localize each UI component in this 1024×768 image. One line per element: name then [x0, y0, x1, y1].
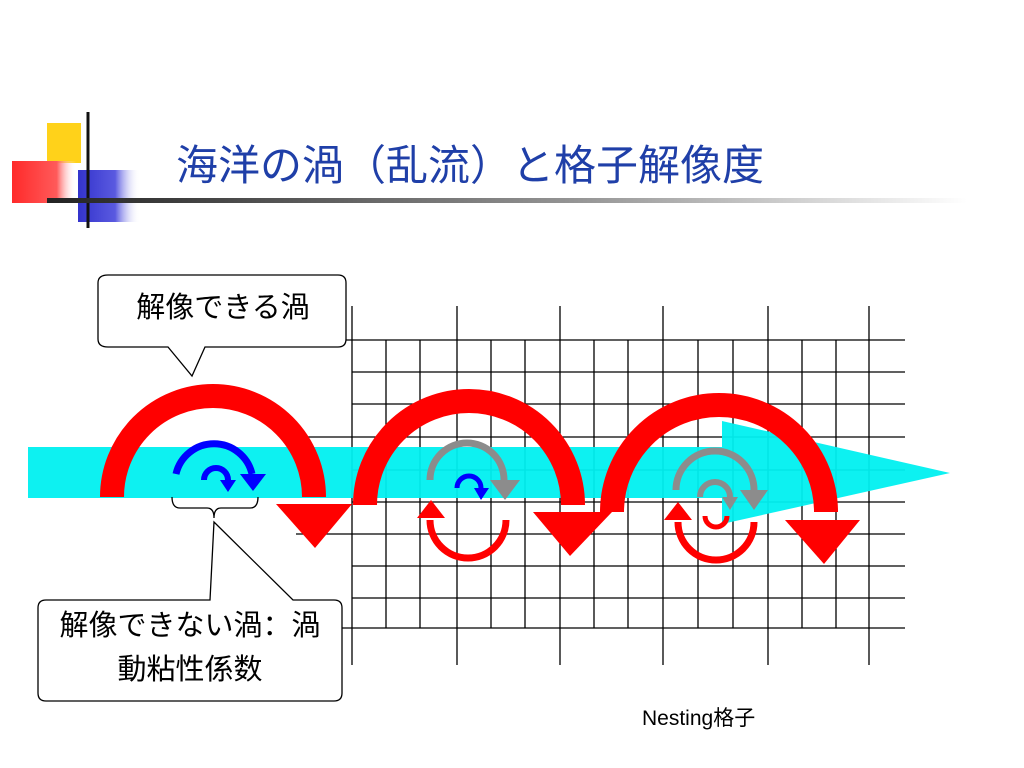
- nesting-grid-label: Nesting格子: [642, 707, 756, 730]
- title-decoration: [12, 112, 967, 228]
- resolved-eddy-1: [100, 384, 352, 548]
- deco-yellow-square: [47, 123, 81, 163]
- nested-eddies-2: [417, 439, 520, 562]
- title-underline: [47, 198, 967, 203]
- unresolved-eddy-blue: [172, 440, 266, 492]
- resolved-eddy-2: [353, 389, 612, 556]
- callout-resolved-label: 解像できる渦: [136, 290, 310, 324]
- callout-resolved-text: 解像できる渦: [100, 278, 346, 342]
- callout-resolved: [97, 274, 347, 378]
- slide-title: 海洋の渦（乱流）と格子解像度: [176, 141, 765, 190]
- resolved-eddy-3: [600, 393, 860, 564]
- deco-red-bar: [12, 161, 76, 203]
- callout-unresolved-line2: 動粘性係数: [117, 652, 263, 686]
- callout-unresolved: [37, 496, 343, 702]
- callout-unresolved-text: 解像できない渦：渦 動粘性係数: [38, 603, 342, 701]
- callout-unresolved-line1: 解像できない渦：渦: [59, 608, 321, 642]
- nested-eddies-3: [664, 447, 768, 564]
- current-arrow: [28, 421, 950, 524]
